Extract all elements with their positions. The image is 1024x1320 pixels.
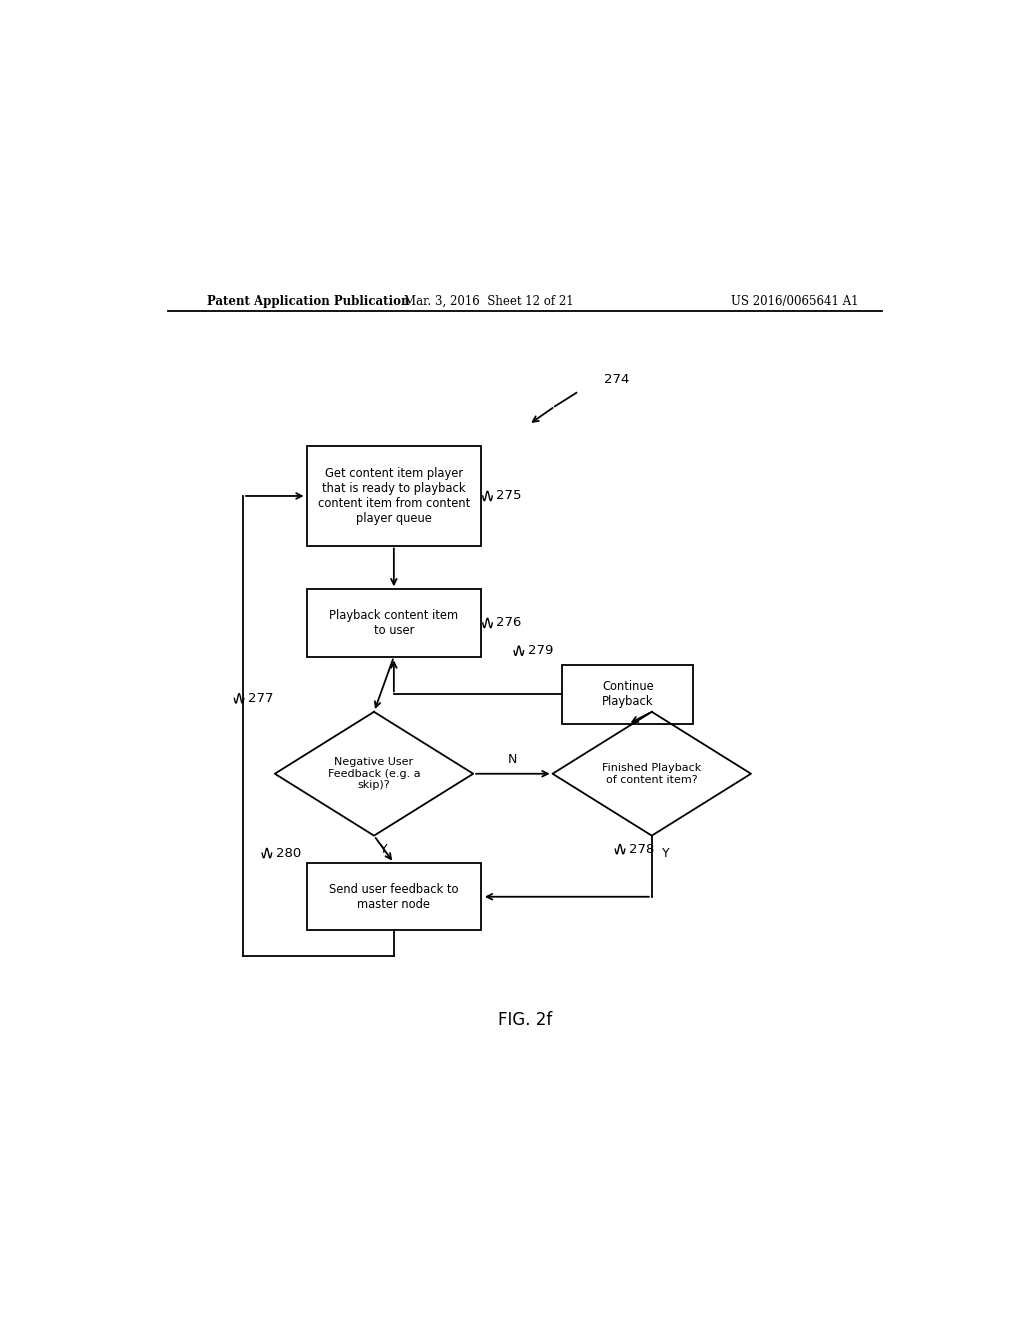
Text: Negative User
Feedback (e.g. a
skip)?: Negative User Feedback (e.g. a skip)? [328,758,420,791]
Text: Mar. 3, 2016  Sheet 12 of 21: Mar. 3, 2016 Sheet 12 of 21 [404,296,573,308]
Text: 278: 278 [629,842,654,855]
Bar [306,446,481,545]
Text: Playback content item
to user: Playback content item to user [330,609,459,638]
Text: Y: Y [380,843,387,857]
Text: Patent Application Publication: Patent Application Publication [207,296,410,308]
Text: 277: 277 [248,692,273,705]
Text: Continue
Playback: Continue Playback [602,680,654,709]
Text: Y: Y [663,846,670,859]
Bar [306,589,481,656]
Text: Send user feedback to
master node: Send user feedback to master node [329,883,459,911]
Text: Finished Playback
of content item?: Finished Playback of content item? [602,763,701,784]
Text: 275: 275 [497,490,522,503]
Text: US 2016/0065641 A1: US 2016/0065641 A1 [730,296,858,308]
Text: Get content item player
that is ready to playback
content item from content
play: Get content item player that is ready to… [317,467,470,525]
Bar [562,664,693,725]
Text: 280: 280 [275,846,301,859]
Text: 274: 274 [604,372,630,385]
Text: 276: 276 [497,616,521,630]
Text: FIG. 2f: FIG. 2f [498,1011,552,1028]
Text: N: N [508,752,517,766]
Bar [306,863,481,931]
Text: 279: 279 [527,644,553,657]
